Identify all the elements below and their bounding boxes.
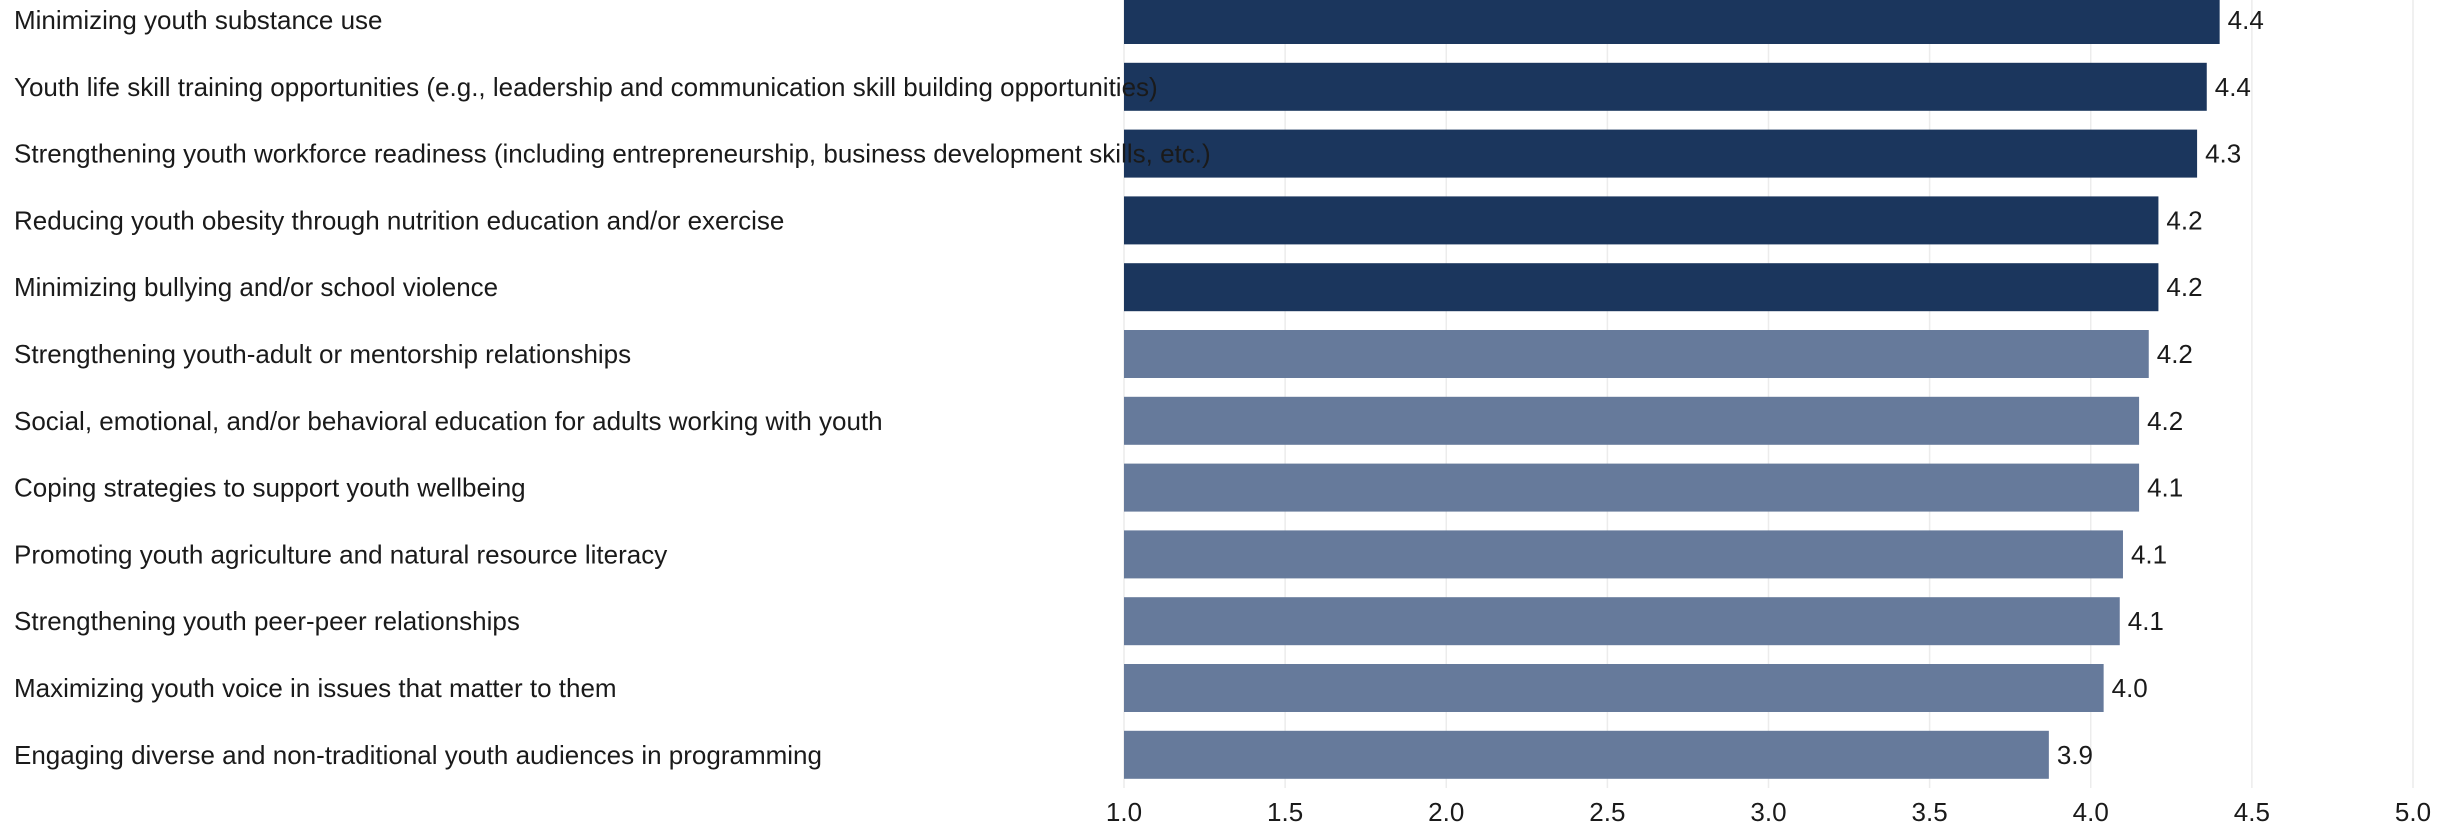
x-tick-label: 3.5 (1912, 797, 1948, 827)
category-label: Engaging diverse and non-traditional you… (14, 740, 822, 770)
bar (1124, 129, 2198, 178)
category-label: Youth life skill training opportunities … (14, 72, 1158, 102)
value-label: 4.2 (2157, 339, 2193, 369)
value-label: 4.4 (2215, 72, 2251, 102)
value-label: 4.0 (2112, 673, 2148, 703)
value-label: 4.2 (2166, 272, 2202, 302)
category-label: Promoting youth agriculture and natural … (14, 539, 667, 569)
category-label: Minimizing bullying and/or school violen… (14, 272, 498, 302)
x-tick-label: 1.5 (1267, 797, 1303, 827)
category-label: Strengthening youth workforce readiness … (14, 139, 1211, 169)
category-label: Strengthening youth peer-peer relationsh… (14, 606, 520, 636)
value-label: 4.3 (2205, 139, 2241, 169)
bar (1124, 396, 2140, 445)
category-label: Reducing youth obesity through nutrition… (14, 205, 784, 235)
bar (1124, 62, 2207, 111)
category-label: Coping strategies to support youth wellb… (14, 473, 526, 503)
value-label: 4.1 (2128, 606, 2164, 636)
x-tick-label: 5.0 (2395, 797, 2431, 827)
category-label: Strengthening youth-adult or mentorship … (14, 339, 631, 369)
bar (1124, 0, 2220, 44)
value-label: 3.9 (2057, 740, 2093, 770)
x-tick-label: 2.5 (1589, 797, 1625, 827)
value-label: 4.2 (2147, 406, 2183, 436)
bars (1124, 0, 2220, 779)
value-label: 4.4 (2228, 5, 2264, 35)
category-label: Minimizing youth substance use (14, 5, 383, 35)
bar (1124, 196, 2159, 245)
bar (1124, 463, 2140, 512)
x-tick-label: 2.0 (1428, 797, 1464, 827)
x-tick-label: 4.5 (2234, 797, 2270, 827)
x-tick-label: 1.0 (1106, 797, 1142, 827)
bar (1124, 330, 2149, 378)
value-label: 4.2 (2166, 205, 2202, 235)
value-labels: 4.4 4.4 4.3 4.2 4.2 4.2 4.2 4.1 4.1 4.1 4.0 3.9 (2057, 5, 2264, 770)
value-label: 4.1 (2131, 539, 2167, 569)
category-label: Social, emotional, and/or behavioral edu… (14, 406, 883, 436)
bar (1124, 730, 2049, 779)
value-label: 4.1 (2147, 473, 2183, 503)
bar (1124, 263, 2159, 312)
x-axis-ticks: 1.0 1.5 2.0 2.5 3.0 3.5 4.0 4.5 5.0 (1106, 797, 2431, 827)
bar (1124, 664, 2104, 712)
x-tick-label: 3.0 (1750, 797, 1786, 827)
category-labels: Minimizing youth substance use Youth life… (14, 5, 1211, 770)
category-label: Maximizing youth voice in issues that ma… (14, 673, 617, 703)
bar (1124, 530, 2123, 579)
x-tick-label: 4.0 (2073, 797, 2109, 827)
bar (1124, 597, 2120, 646)
